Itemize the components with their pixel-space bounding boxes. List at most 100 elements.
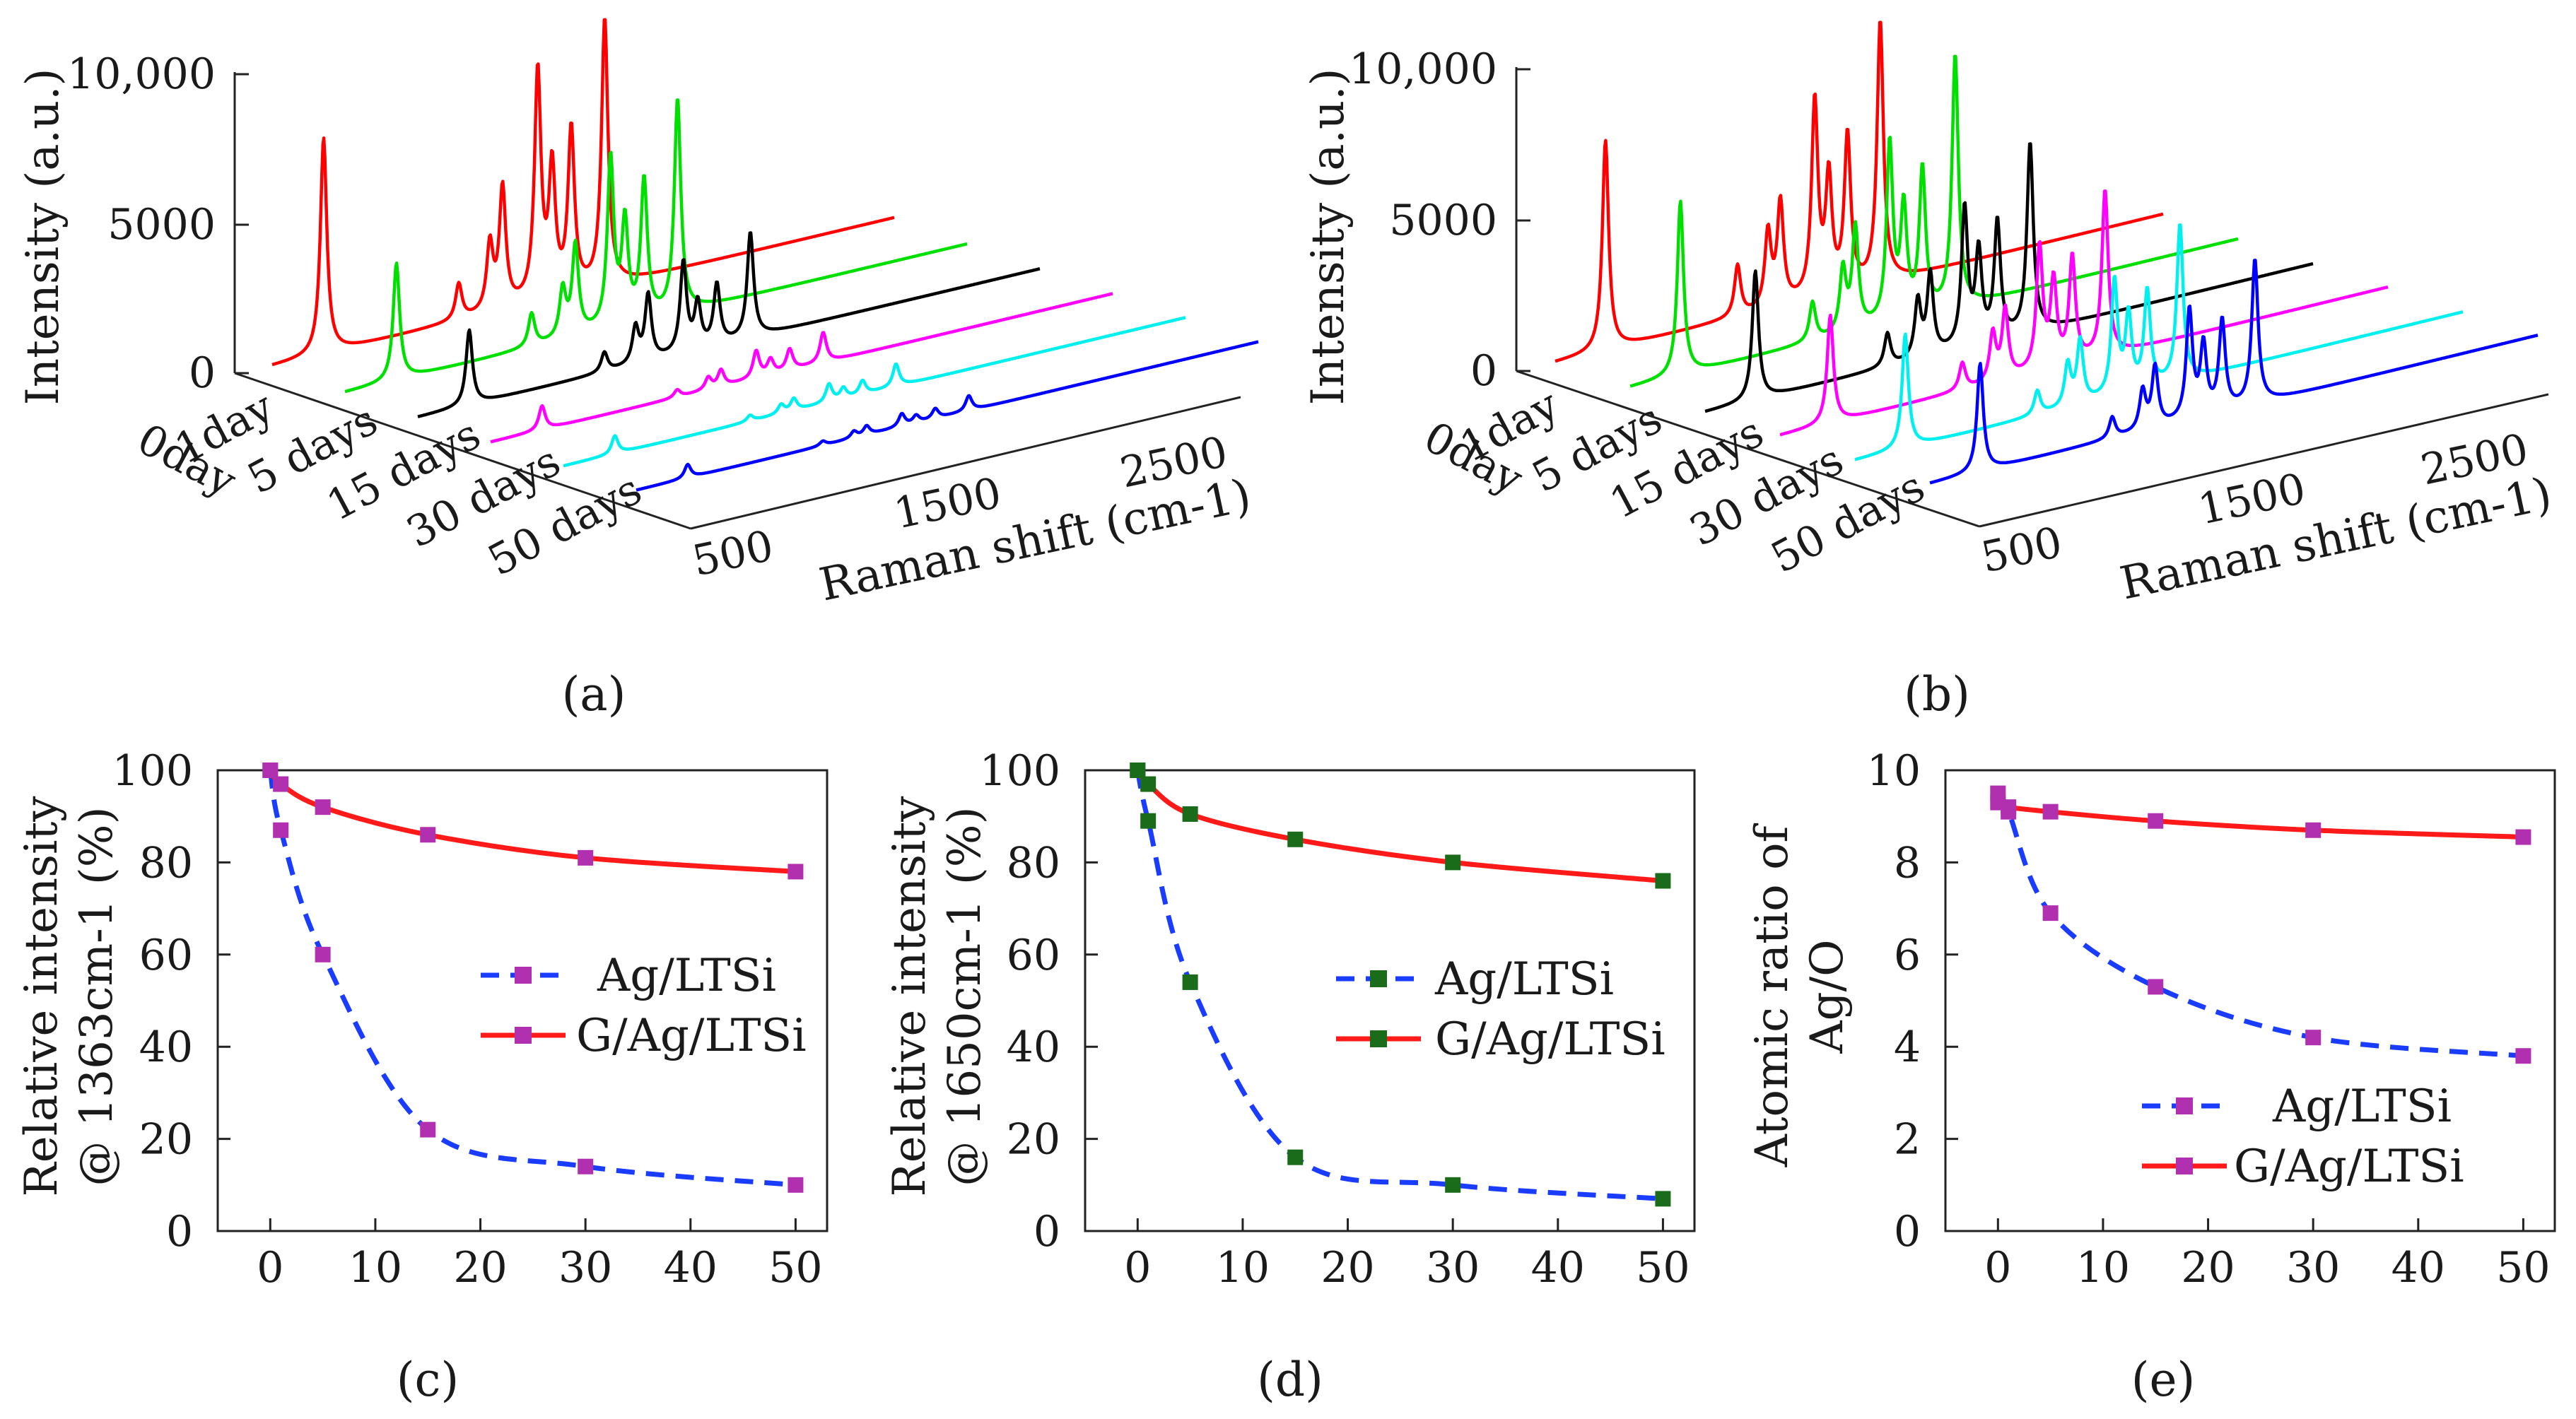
- panel-a-shift-axis: [690, 396, 1241, 530]
- y-tick-label: 0: [166, 1207, 193, 1256]
- x-tick-label: 30: [558, 1243, 612, 1293]
- panel-d-ylabel-line1: Relative intensity: [884, 796, 936, 1197]
- data-point-G-Ag-LTSi: [578, 849, 594, 866]
- panel-d-legend-marker-ag: [1370, 970, 1387, 987]
- x-tick-label: 50: [768, 1243, 822, 1293]
- x-tick-label: 30: [1426, 1243, 1480, 1293]
- y-tick-label: 0: [1894, 1207, 1921, 1256]
- panel-e-legend: Ag/LTSi G/Ag/LTSi: [2142, 1081, 2464, 1193]
- panel-a-depth-ticks: 0day 1day 5 days 15 days 30 days 50 days: [129, 382, 650, 587]
- spectrum-trace-30-days: [563, 316, 1186, 468]
- spectrum-trace-0day: [271, 18, 895, 367]
- panel-c-ylabel-line2: @ 1363cm-1 (%): [71, 806, 123, 1186]
- data-point-Ag-LTSi: [1287, 1149, 1304, 1165]
- panel-c-legend-label-ag: Ag/LTSi: [597, 950, 776, 1002]
- series-line-G-Ag-LTSi: [1996, 800, 2524, 840]
- y-tick-label: 10: [1867, 746, 1921, 796]
- y-tick-label: 0: [1034, 1207, 1060, 1256]
- spectrum-trace-15-days: [1779, 189, 2389, 437]
- data-point-G-Ag-LTSi: [1445, 854, 1461, 871]
- data-point-Ag-LTSi: [2305, 1030, 2322, 1046]
- panel-a-traces: [271, 18, 1259, 492]
- panel-c-plot: 0 10 20 30 40 50 0 20 40 60 80 100 Relative intensi…: [16, 746, 829, 1407]
- y-tick-label: 20: [1007, 1115, 1060, 1165]
- spectrum-trace-0day: [1555, 20, 2164, 363]
- data-point-Ag-LTSi: [788, 1177, 804, 1193]
- panel-b-xtick-label: 500: [1977, 517, 2067, 582]
- panel-b-label: (b): [1904, 667, 1970, 722]
- data-point-G-Ag-LTSi: [788, 864, 804, 880]
- spectrum-trace-1day: [344, 98, 968, 394]
- y-tick-label: 2: [1894, 1115, 1921, 1165]
- panel-e-lines: [1996, 791, 2524, 1059]
- data-point-Ag-LTSi: [2042, 905, 2059, 922]
- panel-b-ytick-label: 0: [1470, 346, 1497, 396]
- x-tick-label: 40: [2391, 1243, 2445, 1293]
- x-tick-label: 50: [1636, 1243, 1690, 1293]
- data-point-G-Ag-LTSi: [262, 763, 279, 778]
- panel-a-waterfall: 0 5000 10,000 Intensity (a.u.) 0day 1day…: [17, 18, 1259, 722]
- panel-d-legend-label-gag: G/Ag/LTSi: [1435, 1013, 1665, 1066]
- x-tick-label: 0: [257, 1243, 283, 1293]
- x-tick-label: 10: [1216, 1243, 1270, 1293]
- data-point-G-Ag-LTSi: [2042, 803, 2059, 820]
- panel-d-ylabel-line2: @ 1650cm-1 (%): [939, 806, 991, 1186]
- y-tick-label: 100: [112, 746, 193, 796]
- panel-a-ytick-label: 5000: [107, 200, 216, 249]
- panel-e-markers: [1990, 785, 2531, 1064]
- series-line-Ag-LTSi: [267, 770, 796, 1188]
- y-tick-label: 80: [139, 838, 193, 888]
- y-tick-label: 80: [1007, 838, 1060, 888]
- panel-c-frame: [216, 769, 829, 1232]
- panel-e-legend-label-ag: Ag/LTSi: [2272, 1081, 2452, 1133]
- panel-e-ylabel-line1: Atomic ratio of: [1746, 823, 1798, 1167]
- data-point-Ag-LTSi: [2515, 1048, 2531, 1064]
- y-tick-label: 8: [1894, 838, 1921, 888]
- x-tick-label: 30: [2286, 1243, 2340, 1293]
- panel-a-label: (a): [562, 667, 626, 722]
- spectrum-trace-30-days: [1854, 223, 2464, 461]
- x-tick-label: 10: [2076, 1243, 2130, 1293]
- data-point-G-Ag-LTSi: [2001, 799, 2017, 816]
- panel-d-ticks: 0 10 20 30 40 50 0 20 40 60 80 100: [979, 746, 1690, 1293]
- panel-b-xlabel: Raman shift (cm-1): [2116, 468, 2556, 611]
- x-tick-label: 0: [1984, 1243, 2011, 1293]
- panel-e-legend-label-gag: G/Ag/LTSi: [2234, 1141, 2464, 1193]
- x-tick-label: 20: [1321, 1243, 1374, 1293]
- panel-d-legend-label-ag: Ag/LTSi: [1434, 953, 1614, 1006]
- panel-c-legend-marker-gag: [515, 1027, 532, 1044]
- data-point-Ag-LTSi: [420, 1121, 436, 1138]
- panel-a-ylabel: Intensity (a.u.): [17, 69, 69, 406]
- data-point-Ag-LTSi: [1655, 1191, 1671, 1207]
- panel-b-ylabel: Intensity (a.u.): [1302, 69, 1354, 406]
- spectrum-trace-50-days: [636, 340, 1259, 492]
- panel-d-legend-marker-gag: [1370, 1030, 1387, 1047]
- panel-e-ticks: 0 10 20 30 40 50 0 2 4 6 8 10: [1867, 746, 2551, 1293]
- panel-c-ylabel-line1: Relative intensity: [16, 796, 68, 1197]
- panel-d-legend: Ag/LTSi G/Ag/LTSi: [1336, 953, 1665, 1066]
- panel-b-depth-axis: [1516, 370, 1980, 528]
- data-point-G-Ag-LTSi: [1182, 806, 1198, 822]
- y-tick-label: 60: [1007, 931, 1060, 980]
- panel-c-label: (c): [397, 1353, 459, 1407]
- panel-b-waterfall: 0 5000 10,000 Intensity (a.u.) 0day 1day…: [1302, 20, 2556, 722]
- data-point-Ag-LTSi: [315, 946, 331, 962]
- panel-a-ytick-label: 10,000: [67, 49, 216, 99]
- panel-e-legend-marker-gag: [2176, 1158, 2193, 1174]
- panel-c-ticks: 0 10 20 30 40 50 0 20 40 60 80 100: [112, 746, 822, 1293]
- panel-b-ytick-label: 5000: [1389, 196, 1497, 245]
- series-line-G-Ag-LTSi: [268, 768, 796, 874]
- data-point-Ag-LTSi: [1445, 1177, 1461, 1193]
- y-tick-label: 6: [1894, 931, 1921, 980]
- spectrum-trace-5-days: [1704, 142, 2314, 413]
- panel-d-markers: [1130, 763, 1671, 1207]
- x-tick-label: 10: [349, 1243, 402, 1293]
- panel-c-legend: Ag/LTSi G/Ag/LTSi: [481, 950, 807, 1062]
- data-point-G-Ag-LTSi: [2305, 822, 2322, 838]
- data-point-G-Ag-LTSi: [273, 776, 289, 792]
- x-tick-label: 20: [2181, 1243, 2235, 1293]
- data-point-G-Ag-LTSi: [315, 799, 331, 816]
- panel-d-label: (d): [1257, 1353, 1323, 1407]
- panel-c-legend-label-gag: G/Ag/LTSi: [576, 1010, 807, 1062]
